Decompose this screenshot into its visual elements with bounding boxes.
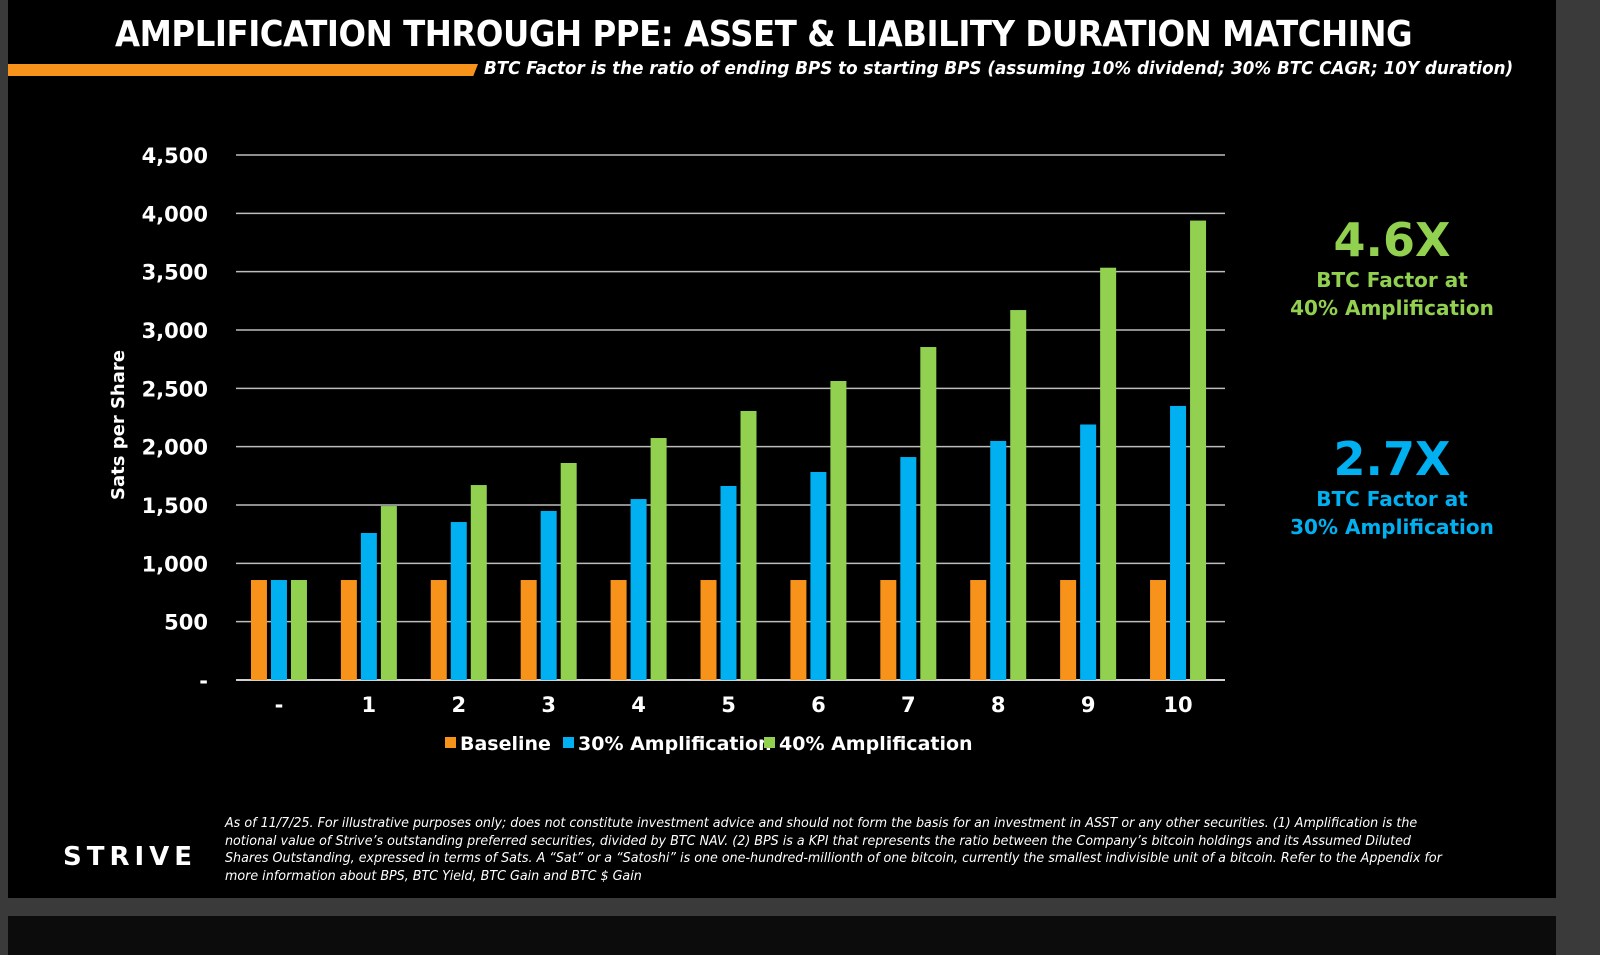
callout-label: 40% Amplification: [1290, 296, 1494, 320]
y-tick-label: 500: [164, 611, 208, 635]
bar-baseline-3: [520, 580, 537, 680]
legend-label: 30% Amplification: [578, 733, 772, 755]
y-tick-label: 1,000: [142, 552, 208, 576]
bar-baseline-5: [700, 580, 717, 680]
bar-baseline-6: [790, 580, 807, 680]
x-tick-label: 5: [721, 693, 736, 717]
y-tick-label: -: [199, 669, 208, 693]
y-tick-label: 1,500: [142, 494, 208, 518]
callout-value: 2.7X: [1333, 432, 1451, 486]
bar-40-amplification-9: [1100, 267, 1117, 680]
legend-swatch: [764, 737, 775, 748]
callout-40: 4.6X BTC Factor at 40% Amplification: [1262, 214, 1522, 322]
bar-baseline-1: [340, 580, 357, 680]
bar-baseline--: [250, 580, 267, 680]
bar-baseline-7: [880, 580, 897, 680]
x-tick-label: 4: [631, 693, 646, 717]
callout-30: 2.7X BTC Factor at 30% Amplification: [1262, 433, 1522, 541]
bar-40-amplification-4: [650, 438, 667, 680]
x-tick-label: 7: [901, 693, 916, 717]
slide: [8, 0, 1556, 898]
legend-swatch: [445, 737, 456, 748]
bar-30-amplification-9: [1080, 424, 1097, 680]
legend-label: 40% Amplification: [779, 733, 973, 755]
callout-label: BTC Factor at: [1316, 487, 1468, 511]
bar-40-amplification-10: [1190, 220, 1207, 681]
next-slide-strip: [8, 916, 1556, 955]
strive-logo: STRIVE: [63, 842, 198, 872]
x-tick-label: 6: [811, 693, 826, 717]
bar-baseline-9: [1060, 580, 1077, 680]
bar-40-amplification-7: [920, 347, 937, 680]
bar-40-amplification-8: [1010, 310, 1027, 680]
bar-40-amplification--: [290, 580, 307, 680]
bar-40-amplification-6: [830, 380, 847, 680]
bar-30-amplification-2: [450, 522, 467, 680]
x-tick-label: 3: [541, 693, 556, 717]
bar-baseline-2: [430, 580, 447, 680]
bar-40-amplification-1: [380, 506, 397, 680]
y-tick-label: 4,000: [142, 202, 208, 226]
x-tick-label: 9: [1081, 693, 1096, 717]
bar-30-amplification--: [270, 580, 287, 680]
subtitle-rest: is the ratio of ending BPS to starting B…: [584, 58, 1514, 79]
x-tick-label: 10: [1163, 693, 1192, 717]
bar-30-amplification-10: [1170, 405, 1187, 680]
orange-accent-bar: [8, 64, 478, 76]
bar-40-amplification-2: [470, 485, 487, 680]
bar-30-amplification-3: [540, 510, 557, 680]
subtitle-bold: BTC Factor: [484, 58, 585, 79]
legend-swatch: [563, 737, 574, 748]
bar-30-amplification-8: [990, 440, 1007, 680]
callout-value: 4.6X: [1333, 213, 1451, 267]
bar-30-amplification-5: [720, 485, 737, 680]
subtitle: BTC Factor is the ratio of ending BPS to…: [484, 58, 1513, 79]
x-tick-label: 8: [991, 693, 1006, 717]
x-tick-label: 2: [451, 693, 466, 717]
bar-30-amplification-1: [360, 533, 377, 680]
callout-label: BTC Factor at: [1316, 268, 1468, 292]
y-tick-label: 2,500: [142, 377, 208, 401]
bar-30-amplification-4: [630, 499, 647, 680]
y-tick-label: 4,500: [142, 144, 208, 168]
legend-label: Baseline: [460, 733, 551, 755]
x-tick-label: 1: [362, 693, 377, 717]
bar-baseline-4: [610, 580, 627, 680]
bar-30-amplification-7: [900, 457, 917, 680]
bar-baseline-10: [1150, 580, 1167, 680]
bar-30-amplification-6: [810, 471, 827, 680]
bar-baseline-8: [970, 580, 987, 680]
y-tick-label: 3,000: [142, 319, 208, 343]
bar-40-amplification-5: [740, 410, 757, 680]
x-tick-label: -: [275, 693, 284, 717]
y-axis-label: Sats per Share: [108, 350, 129, 500]
bar-40-amplification-3: [560, 463, 577, 680]
page-title: AMPLIFICATION THROUGH PPE: ASSET & LIABI…: [115, 14, 1413, 55]
disclaimer: As of 11/7/25. For illustrative purposes…: [225, 815, 1442, 884]
callout-label: 30% Amplification: [1290, 515, 1494, 539]
y-tick-label: 2,000: [142, 436, 208, 460]
y-tick-label: 3,500: [142, 261, 208, 285]
